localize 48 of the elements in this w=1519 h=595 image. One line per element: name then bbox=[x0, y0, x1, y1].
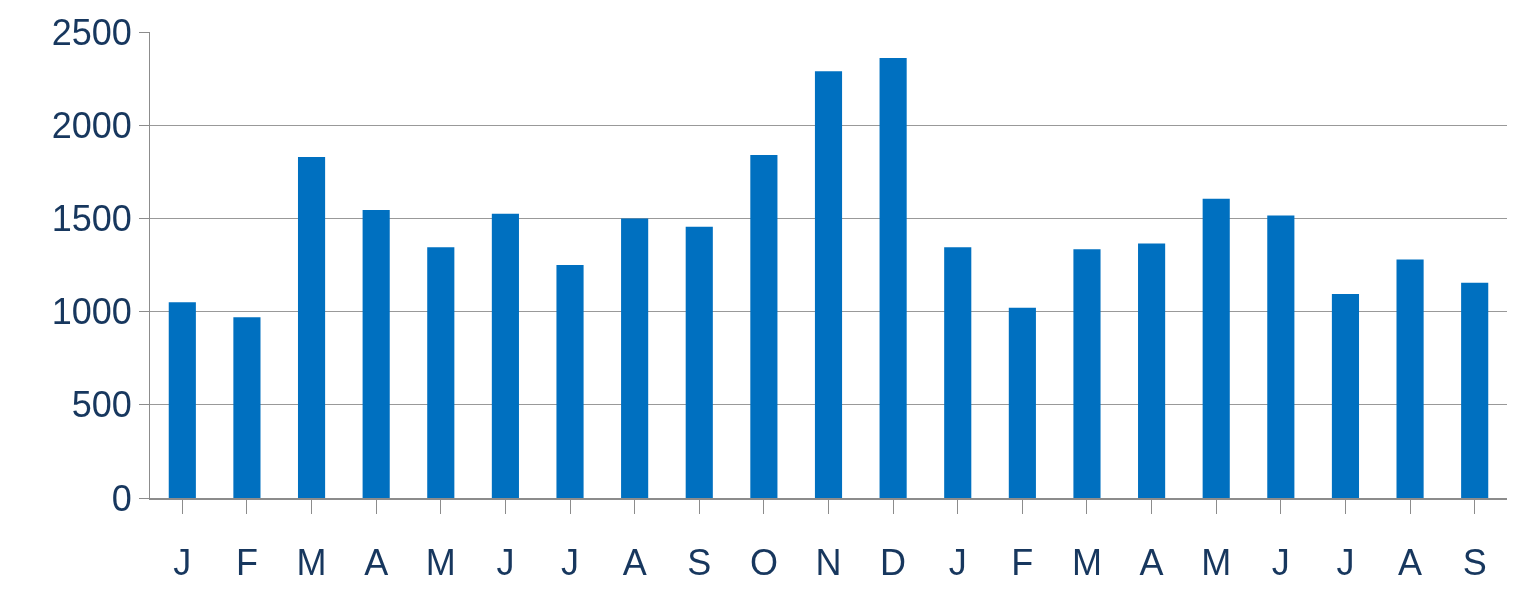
bar bbox=[362, 210, 390, 498]
x-tick-label: M bbox=[1071, 541, 1102, 583]
bar bbox=[1073, 249, 1101, 498]
bar bbox=[1396, 259, 1424, 498]
bar bbox=[297, 156, 326, 498]
y-tick-label: 1500 bbox=[51, 198, 132, 239]
x-tick-label: N bbox=[815, 541, 842, 583]
x-tick-label: O bbox=[749, 541, 778, 583]
bar bbox=[750, 155, 778, 498]
x-tick-label: A bbox=[1398, 541, 1423, 583]
bar bbox=[491, 213, 519, 498]
bar bbox=[556, 265, 584, 498]
bar bbox=[1461, 282, 1489, 498]
bar bbox=[1008, 307, 1036, 498]
x-tick-label: A bbox=[622, 541, 647, 583]
x-tick-label: A bbox=[1139, 541, 1164, 583]
y-tick-label: 2000 bbox=[51, 104, 132, 146]
y-tick-label: 1000 bbox=[51, 291, 132, 333]
x-tick-label: M bbox=[1201, 541, 1232, 583]
y-tick-label: 500 bbox=[71, 384, 132, 426]
x-tick-label: S bbox=[687, 541, 712, 583]
bar bbox=[1267, 215, 1295, 498]
bar bbox=[1138, 243, 1166, 498]
x-tick-label: D bbox=[880, 541, 907, 583]
x-tick-label: J bbox=[1336, 541, 1355, 583]
x-tick-label: F bbox=[1011, 541, 1034, 583]
x-tick-label: M bbox=[296, 541, 327, 583]
x-tick-label: J bbox=[1271, 541, 1290, 583]
x-tick-label: J bbox=[948, 541, 967, 583]
x-tick-label: F bbox=[235, 541, 258, 583]
bar bbox=[944, 247, 972, 498]
bar bbox=[233, 317, 261, 498]
bar bbox=[879, 58, 907, 498]
x-tick-label: M bbox=[425, 541, 456, 583]
bar bbox=[621, 218, 649, 498]
x-tick-label: J bbox=[496, 541, 515, 583]
x-tick-label: S bbox=[1462, 541, 1487, 583]
bar bbox=[814, 71, 843, 498]
bar bbox=[427, 247, 455, 498]
y-tick-label: 0 bbox=[111, 477, 132, 519]
x-tick-label: A bbox=[364, 541, 389, 583]
bar bbox=[168, 302, 196, 498]
x-tick-label: J bbox=[173, 541, 192, 583]
bar bbox=[1331, 293, 1360, 498]
bar bbox=[685, 226, 713, 498]
y-tick-label: 2500 bbox=[51, 11, 132, 53]
x-tick-label: J bbox=[561, 541, 580, 583]
bar bbox=[1202, 198, 1230, 498]
